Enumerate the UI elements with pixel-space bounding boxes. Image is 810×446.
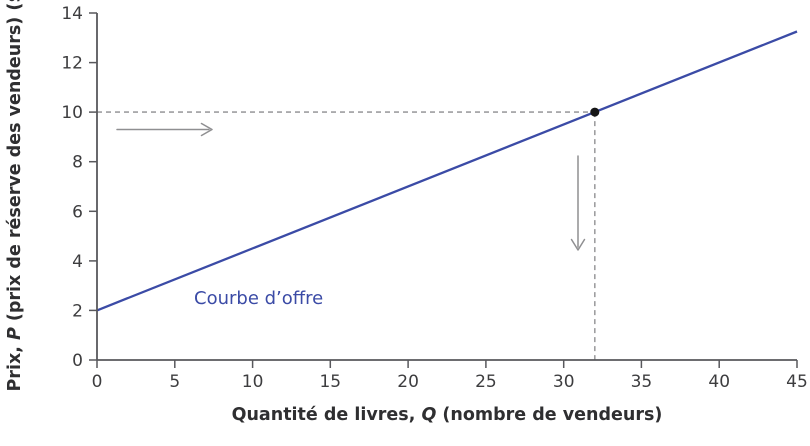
y-tick-label: 6 bbox=[72, 202, 83, 222]
y-axis-title-pre: Prix, bbox=[5, 340, 25, 391]
x-axis-title-pre: Quantité de livres, bbox=[232, 405, 422, 425]
x-tick-labels: 0 5 10 15 20 25 30 35 40 45 bbox=[92, 372, 808, 392]
x-tick-label: 0 bbox=[92, 372, 103, 392]
x-tick-marks bbox=[96, 360, 798, 368]
y-axis-title-variable: P bbox=[5, 327, 25, 340]
y-tick-label: 10 bbox=[61, 103, 83, 123]
y-tick-label: 4 bbox=[72, 252, 83, 272]
marked-point bbox=[590, 107, 600, 117]
y-tick-label: 2 bbox=[72, 301, 83, 321]
y-tick-label: 14 bbox=[61, 4, 83, 24]
x-tick-label: 40 bbox=[708, 372, 730, 392]
right-arrow bbox=[116, 122, 213, 137]
x-axis-title-variable: Q bbox=[421, 405, 436, 425]
x-axis-title: Quantité de livres, Q (nombre de vendeur… bbox=[232, 405, 663, 425]
y-tick-label: 8 bbox=[72, 153, 83, 173]
x-tick-label: 15 bbox=[319, 372, 341, 392]
y-tick-label: 0 bbox=[72, 351, 83, 371]
y-tick-label: 12 bbox=[61, 54, 83, 74]
y-axis-title-post: (prix de réserve des vendeurs) ($) bbox=[5, 0, 25, 321]
x-tick-label: 5 bbox=[169, 372, 180, 392]
guide-lines bbox=[97, 111, 596, 360]
x-tick-label: 30 bbox=[553, 372, 575, 392]
x-tick-label: 25 bbox=[475, 372, 497, 392]
x-axis-title-post: (nombre de vendeurs) bbox=[442, 405, 662, 425]
curve-label: Courbe d’offre bbox=[194, 288, 323, 309]
x-tick-label: 35 bbox=[631, 372, 653, 392]
x-tick-label: 20 bbox=[397, 372, 419, 392]
supply-curve-line bbox=[96, 30, 798, 312]
y-axis-title: Prix, P (prix de réserve des vendeurs) (… bbox=[5, 0, 25, 392]
annotation-arrows bbox=[116, 122, 586, 251]
y-tick-labels: 0 2 4 6 8 10 12 14 bbox=[61, 4, 83, 371]
y-tick-marks bbox=[89, 12, 97, 361]
x-tick-label: 10 bbox=[242, 372, 264, 392]
down-arrow bbox=[570, 155, 586, 251]
axes bbox=[96, 13, 797, 361]
x-tick-label: 45 bbox=[786, 372, 808, 392]
